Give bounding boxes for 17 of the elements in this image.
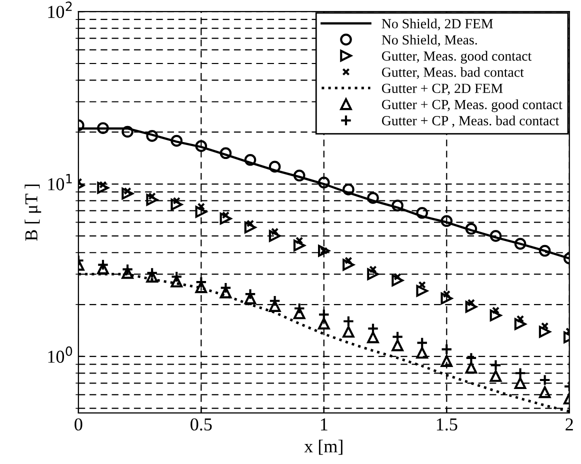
legend-label: Gutter + CP, 2D FEM — [382, 84, 503, 96]
x-tick-label: 0.5 — [190, 418, 212, 431]
x-tick-label: 2 — [566, 418, 573, 430]
legend-label: No Shield, Meas. — [382, 34, 477, 47]
y-tick-label: 10$^{0}$ — [48, 346, 72, 363]
legend-label: Gutter, Meas. bad contact — [382, 67, 524, 79]
x-axis-title: x [m] — [304, 440, 342, 455]
y-axis-title: B [ μT ] — [24, 184, 42, 241]
legend-label: Gutter + CP , Meas. bad contact — [382, 116, 560, 128]
legend-label: Gutter, Meas. good contact — [382, 50, 532, 64]
y-tick-label: 10$^{1}$ — [48, 174, 72, 190]
y-tick-label: 10$^{2}$ — [48, 2, 72, 18]
x-tick-label: 0 — [74, 418, 82, 431]
x-tick-label: 1.5 — [436, 418, 458, 431]
x-tick-label: 1 — [320, 418, 328, 430]
legend-label: No Shield, 2D FEM — [382, 18, 493, 30]
legend-label: Gutter + CP, Meas. good contact — [382, 99, 562, 112]
